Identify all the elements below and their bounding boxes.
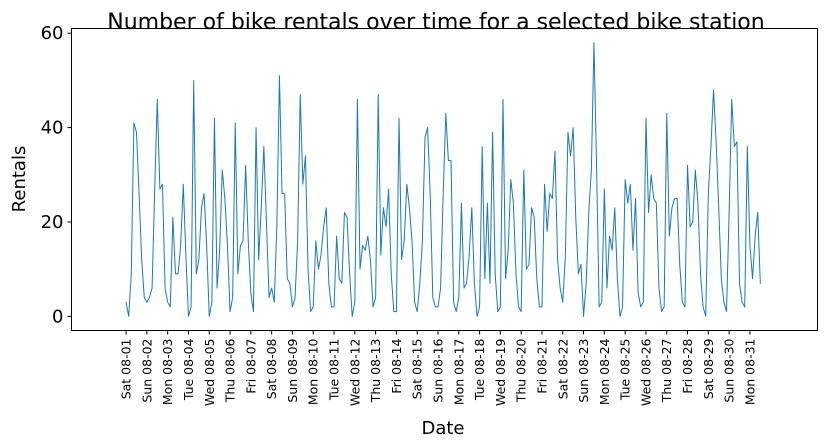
- x-tick-label: Fri 08-14: [389, 338, 404, 393]
- x-tick-label: Wed 08-19: [493, 338, 508, 406]
- x-tick-label: Sat 08-15: [410, 339, 425, 400]
- x-tick-label: Tue 08-04: [181, 338, 196, 401]
- series-line: [125, 42, 761, 317]
- x-tick-label: Thu 08-20: [514, 338, 529, 403]
- x-tick-label: Wed 08-26: [638, 338, 653, 406]
- x-tick-label: Sun 08-23: [576, 339, 591, 403]
- x-tick-label: Tue 08-11: [327, 339, 342, 402]
- y-axis: 0 20 40 60: [41, 23, 72, 327]
- x-tick-label: Sat 08-22: [555, 339, 570, 400]
- y-tick-label: 40: [41, 118, 64, 139]
- x-axis: Sat 08-01 Sun 08-02 Mon 08-03 Tue 08-04 Wed …: [119, 330, 757, 407]
- x-tick-label: Sun 08-30: [722, 338, 737, 402]
- x-tick-label: Sun 08-09: [285, 338, 300, 402]
- x-tick-label: Thu 08-27: [659, 339, 674, 404]
- x-tick-label: Fri 08-21: [534, 339, 549, 394]
- x-tick-label: Mon 08-17: [451, 339, 466, 406]
- x-tick-label: Wed 08-05: [202, 339, 217, 407]
- x-tick-label: Wed 08-12: [347, 339, 362, 407]
- x-tick-label: Thu 08-06: [223, 338, 238, 403]
- x-tick-label: Sun 08-02: [139, 339, 154, 403]
- chart-title: Number of bike rentals over time for a s…: [107, 10, 764, 35]
- plot-frame: [71, 28, 818, 331]
- y-tick-label: 20: [41, 212, 64, 233]
- x-tick-label: Sat 08-01: [119, 339, 134, 400]
- y-tick-label: 60: [41, 23, 64, 44]
- x-axis-label: Date: [421, 418, 464, 439]
- x-tick-label: Sat 08-08: [264, 338, 279, 399]
- plot-area: [71, 28, 818, 331]
- y-axis-label: Rentals: [9, 146, 30, 213]
- x-tick-label: Sun 08-16: [431, 338, 446, 402]
- x-tick-label: Tue 08-18: [472, 338, 487, 401]
- x-tick-label: Sat 08-29: [701, 338, 716, 399]
- x-tick-label: Tue 08-25: [618, 339, 633, 402]
- x-tick-label: Mon 08-03: [160, 339, 175, 406]
- x-tick-label: Fri 08-07: [243, 339, 258, 394]
- x-tick-label: Mon 08-10: [306, 338, 321, 405]
- x-tick-label: Mon 08-24: [597, 338, 612, 405]
- x-tick-label: Thu 08-13: [368, 339, 383, 404]
- y-tick-label: 0: [52, 306, 63, 327]
- x-tick-label: Mon 08-31: [742, 339, 757, 406]
- x-tick-label: Fri 08-28: [680, 338, 695, 393]
